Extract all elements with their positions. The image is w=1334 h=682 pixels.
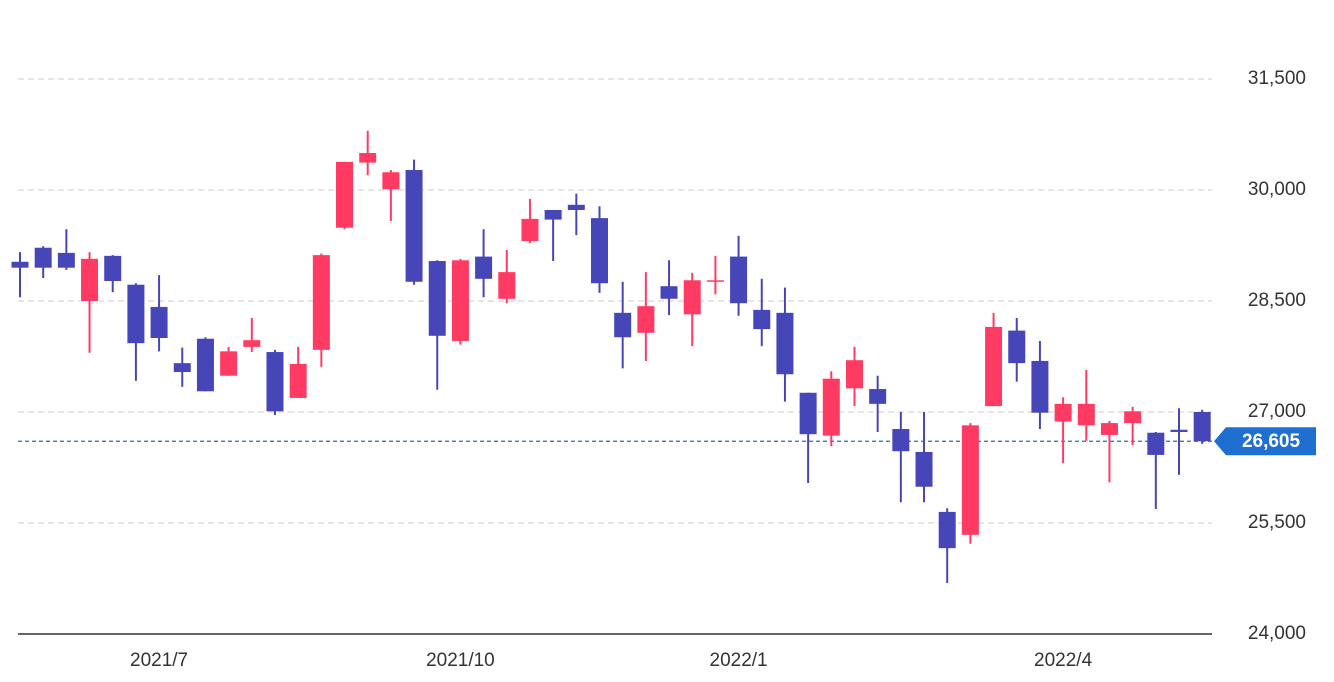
candle-body [1193, 412, 1211, 442]
candle-body [289, 363, 307, 398]
candle-body [1008, 330, 1026, 364]
candle-body [1170, 429, 1188, 432]
candle-body [869, 389, 887, 404]
candle-body [81, 258, 99, 301]
y-tick-label: 28,500 [1248, 290, 1306, 311]
candle-body [451, 260, 469, 341]
candle-body [243, 340, 261, 347]
candle-body [220, 351, 238, 376]
candle-body [57, 252, 75, 268]
candle-body [196, 338, 214, 392]
candle-body [799, 392, 817, 435]
candle-body [1124, 411, 1142, 424]
candle-body [776, 312, 794, 375]
candle-body [730, 256, 748, 304]
candle-body [753, 309, 771, 330]
candle-body [845, 360, 863, 389]
candle-body [822, 378, 840, 436]
candle-body [1054, 403, 1072, 422]
x-tick-label: 2021/10 [426, 650, 495, 671]
candle-body [1031, 360, 1049, 413]
x-tick-label: 2021/7 [130, 650, 188, 671]
x-tick-label: 2022/1 [710, 650, 768, 671]
candle-body [683, 280, 701, 315]
candle-body [985, 326, 1003, 407]
candle-body [359, 153, 377, 163]
x-tick-label: 2022/4 [1034, 650, 1093, 671]
candle-body [34, 247, 52, 268]
candle-body [312, 255, 330, 350]
candle-body [567, 204, 585, 210]
candle-body [660, 286, 678, 299]
candle-body [475, 256, 493, 279]
candle-body [892, 429, 910, 452]
candle-body [11, 261, 29, 268]
y-tick-label: 27,000 [1248, 401, 1306, 422]
candle-body [637, 306, 655, 333]
candle-body [498, 272, 516, 299]
y-tick-label: 24,000 [1248, 623, 1306, 644]
candle-body [915, 451, 933, 487]
candle-body [961, 425, 979, 535]
candle-body [266, 352, 284, 412]
candle-body [428, 261, 446, 336]
candle-body [1100, 423, 1118, 435]
candle-body [544, 209, 562, 220]
candle-body [173, 363, 191, 373]
y-tick-label: 25,500 [1248, 512, 1306, 533]
last-price-badge [1214, 427, 1316, 456]
y-tick-label: 30,000 [1248, 179, 1306, 200]
candle-body [405, 170, 423, 282]
candle-body [614, 312, 632, 338]
candle-body [336, 161, 354, 228]
candle-body [1147, 432, 1165, 455]
candle-body [706, 280, 724, 282]
candle-body [591, 218, 608, 284]
y-tick-label: 31,500 [1248, 68, 1306, 89]
candle-body [382, 172, 400, 190]
candle-body [150, 306, 168, 338]
candle-body [521, 218, 539, 242]
candle-body [127, 284, 145, 344]
last-price-label: 26,605 [1242, 431, 1301, 452]
candle-body [1077, 403, 1095, 426]
candle-body [104, 255, 122, 282]
candle-body [938, 511, 956, 549]
